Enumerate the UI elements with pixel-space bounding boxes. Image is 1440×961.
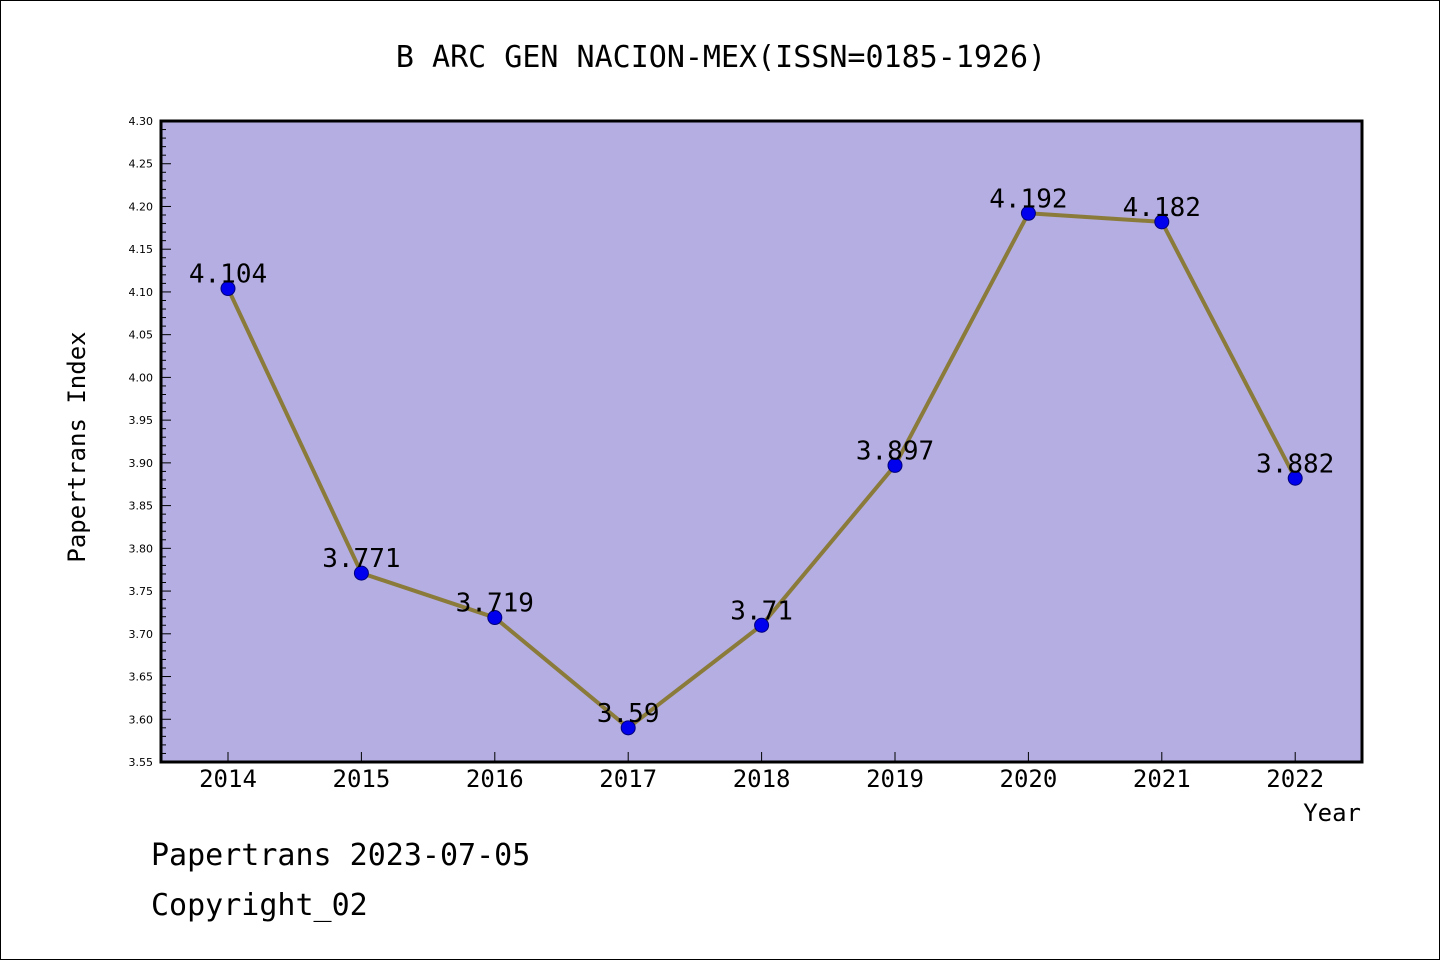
y-tick-label: 3.85 bbox=[129, 500, 154, 513]
y-tick-label: 3.65 bbox=[129, 671, 154, 684]
y-tick-label: 4.30 bbox=[129, 115, 154, 128]
data-point bbox=[353, 565, 369, 581]
y-tick-label: 4.05 bbox=[129, 329, 154, 342]
x-axis-ticks: 2014 2015 2016 2017 2018 2019 2020 2021 2022 bbox=[199, 752, 1324, 793]
data-label: 3.897 bbox=[856, 436, 934, 466]
data-label: 3.59 bbox=[597, 699, 660, 729]
x-tick-label: 2022 bbox=[1266, 765, 1324, 793]
data-label: 3.71 bbox=[730, 596, 793, 626]
y-tick-label: 4.15 bbox=[129, 243, 154, 256]
y-tick-label: 3.75 bbox=[129, 585, 154, 598]
data-point bbox=[1020, 205, 1036, 221]
series-layer: 4.104 3.771 3.719 3.59 3.71 3.897 4.192 4.182 3.… bbox=[189, 184, 1334, 736]
data-point bbox=[754, 617, 770, 633]
y-tick-label: 3.70 bbox=[129, 628, 154, 641]
x-tick-label: 2017 bbox=[599, 765, 657, 793]
x-tick-label: 2014 bbox=[199, 765, 257, 793]
data-label: 3.882 bbox=[1256, 449, 1334, 479]
data-point bbox=[1287, 470, 1303, 486]
y-tick-label: 3.80 bbox=[129, 542, 154, 555]
y-axis-ticks: 3.55 3.60 3.65 3.70 3.75 3.80 3.85 3.90 3.95 4.00… bbox=[129, 115, 171, 769]
chart-title: B ARC GEN NACION-MEX(ISSN=0185-1926) bbox=[396, 40, 1046, 75]
y-tick-label: 3.95 bbox=[129, 414, 154, 427]
y-axis-title: Papertrans Index bbox=[63, 331, 91, 562]
y-tick-label: 4.10 bbox=[129, 286, 154, 299]
x-tick-label: 2018 bbox=[733, 765, 791, 793]
y-tick-label: 4.20 bbox=[129, 200, 154, 213]
data-point bbox=[220, 281, 236, 297]
footer-date: Papertrans 2023-07-05 bbox=[151, 838, 530, 873]
y-tick-label: 3.90 bbox=[129, 457, 154, 470]
y-tick-label: 4.25 bbox=[129, 158, 154, 171]
x-tick-label: 2021 bbox=[1133, 765, 1191, 793]
data-point bbox=[620, 720, 636, 736]
data-label: 4.192 bbox=[989, 184, 1067, 214]
x-tick-label: 2019 bbox=[866, 765, 924, 793]
data-point bbox=[487, 610, 503, 626]
y-tick-label: 4.00 bbox=[129, 371, 154, 384]
data-point bbox=[887, 457, 903, 473]
data-label: 3.771 bbox=[322, 544, 400, 574]
data-label: 4.104 bbox=[189, 260, 267, 290]
y-tick-label: 3.55 bbox=[129, 756, 154, 769]
data-label: 4.182 bbox=[1123, 193, 1201, 223]
plot-border bbox=[159, 119, 1364, 764]
y-tick-label: 3.60 bbox=[129, 713, 154, 726]
x-tick-label: 2016 bbox=[466, 765, 524, 793]
x-tick-label: 2020 bbox=[1000, 765, 1058, 793]
x-axis-title: Year bbox=[1303, 799, 1361, 827]
footer-copyright: Copyright_02 bbox=[151, 888, 368, 923]
data-point bbox=[1154, 214, 1170, 230]
x-tick-label: 2015 bbox=[333, 765, 391, 793]
data-label: 3.719 bbox=[456, 589, 534, 619]
